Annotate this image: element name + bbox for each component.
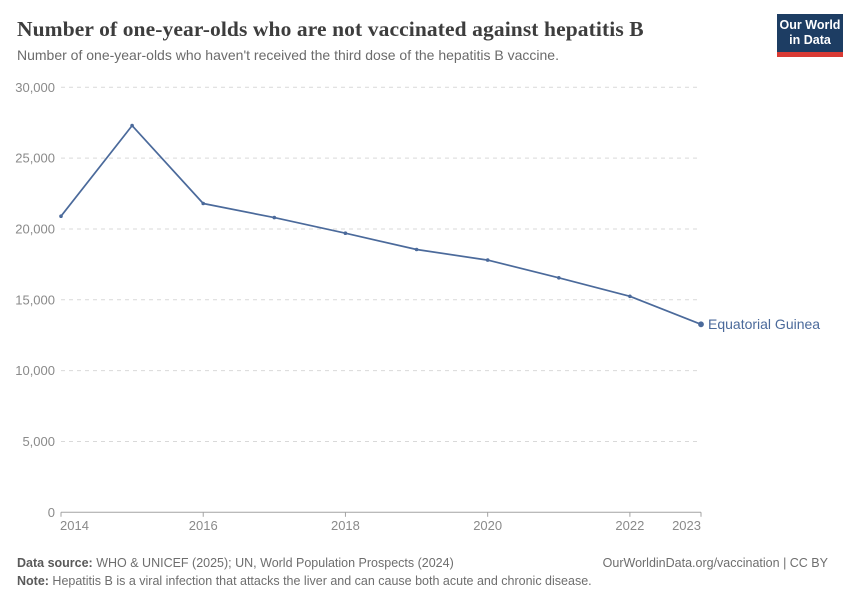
y-tick-label: 5,000 xyxy=(22,434,55,449)
y-axis-labels: 0 5,000 10,000 15,000 20,000 25,000 30,000 xyxy=(15,80,55,520)
data-source-line: Data source: WHO & UNICEF (2025); UN, Wo… xyxy=(17,556,454,570)
data-point xyxy=(272,215,277,220)
note-label: Note: xyxy=(17,574,49,588)
y-tick-label: 15,000 xyxy=(15,292,55,307)
data-point xyxy=(343,231,348,235)
series-entity-label: Equatorial Guinea xyxy=(708,316,820,332)
data-point xyxy=(557,276,561,280)
series-line xyxy=(60,124,702,326)
license-link[interactable]: OurWorldinData.org/vaccination | CC BY xyxy=(602,556,828,570)
y-tick-label: 10,000 xyxy=(15,363,55,378)
owid-logo: Our World in Data xyxy=(777,14,843,57)
data-point xyxy=(201,201,205,206)
data-point xyxy=(414,247,419,252)
data-point xyxy=(59,214,63,218)
data-point xyxy=(130,123,134,128)
y-tick-label: 0 xyxy=(48,505,55,520)
x-tick-label: 2016 xyxy=(189,518,218,533)
data-point xyxy=(698,321,704,328)
owid-logo-line2: in Data xyxy=(789,33,831,48)
x-tick-label: 2018 xyxy=(331,518,360,533)
x-tick-label: 2022 xyxy=(615,518,644,533)
note-line: Note: Hepatitis B is a viral infection t… xyxy=(17,574,592,588)
owid-logo-line1: Our World xyxy=(779,18,841,32)
y-tick-label: 25,000 xyxy=(15,151,55,166)
page-title: Number of one-year-olds who are not vacc… xyxy=(17,17,644,41)
note-text: Hepatitis B is a viral infection that at… xyxy=(48,574,592,588)
x-tick-label: 2014 xyxy=(60,518,89,533)
y-tick-label: 20,000 xyxy=(15,221,55,236)
x-tick-label: 2023 xyxy=(672,518,701,533)
x-axis: 2014 2016 2018 2020 2022 2023 xyxy=(60,511,702,533)
data-point xyxy=(485,258,490,262)
data-source-text: WHO & UNICEF (2025); UN, World Populatio… xyxy=(92,556,454,570)
page-subtitle: Number of one-year-olds who haven't rece… xyxy=(17,47,559,63)
x-tick-label: 2020 xyxy=(473,518,502,533)
data-point xyxy=(628,294,632,299)
gridlines xyxy=(61,86,701,442)
data-source-label: Data source: xyxy=(17,556,93,570)
y-tick-label: 30,000 xyxy=(15,80,55,95)
